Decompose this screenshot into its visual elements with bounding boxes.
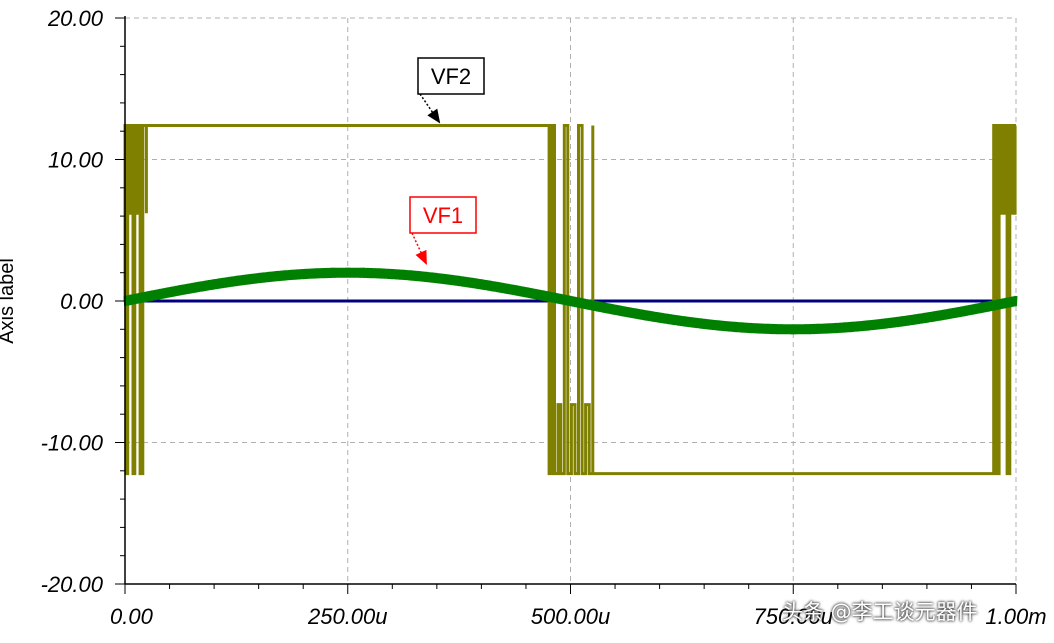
series-vf2-square-wave — [123, 124, 1017, 476]
y-tick-label: 0.00 — [60, 289, 104, 314]
x-tick-label: 250.00u — [307, 604, 388, 629]
y-axis-title: Axis label — [0, 258, 18, 344]
y-tick-label: 20.00 — [47, 6, 104, 31]
x-tick-label: 750.00u — [753, 604, 833, 629]
callout-box — [409, 196, 477, 234]
y-tick-label: 10.00 — [48, 148, 104, 173]
x-tick-label: 500.00u — [531, 604, 611, 629]
series-vf1-sine-wave — [123, 267, 1018, 335]
series-layer — [123, 124, 1018, 476]
callouts: VF2 VF1 — [409, 57, 485, 266]
y-tick-label: -10.00 — [41, 431, 104, 456]
x-tick-label: 1.00m — [985, 604, 1046, 629]
callout-vf2: VF2 — [417, 57, 485, 124]
callout-label: VF1 — [423, 203, 463, 228]
callout-vf1: VF1 — [409, 196, 477, 266]
y-tick-label: -20.00 — [41, 572, 104, 597]
arrow-icon — [415, 249, 427, 266]
callout-box — [417, 57, 485, 95]
x-tick-label: 0.00 — [110, 604, 154, 629]
watermark: 头条 @李工谈元器件 — [782, 600, 978, 624]
callout-label: VF2 — [431, 64, 471, 89]
arrow-icon — [427, 108, 441, 124]
